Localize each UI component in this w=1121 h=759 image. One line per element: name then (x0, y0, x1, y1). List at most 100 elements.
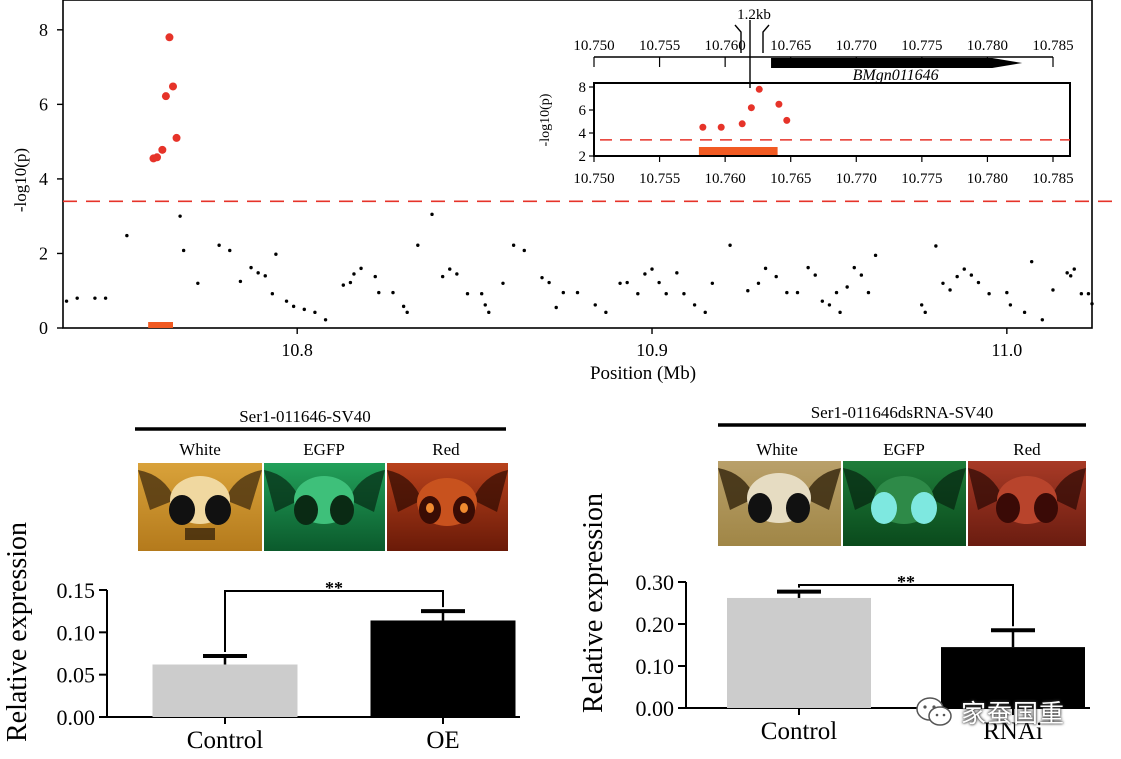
snp-point (196, 281, 200, 285)
snp-point (643, 272, 647, 276)
significant-snp-point (153, 153, 162, 162)
y-tick-label: 0 (39, 318, 48, 338)
inset-background (545, 5, 1085, 190)
snp-point (604, 310, 608, 315)
y-tick-label: 8 (39, 20, 48, 40)
snp-point (1090, 302, 1094, 306)
wechat-icon (916, 697, 952, 726)
snp-point (352, 272, 356, 276)
inset-x-tick-label: 10.780 (967, 171, 1008, 187)
snp-point (1086, 292, 1091, 296)
inset-significant-point (783, 116, 791, 124)
inset-frame (593, 82, 1071, 157)
snp-point (373, 274, 377, 279)
significance-bracket (798, 584, 1014, 627)
y-tick-label: 6 (39, 94, 48, 114)
x-tick-label: Control (187, 727, 263, 754)
snp-point (238, 279, 243, 284)
inset-top-tick-label: 10.780 (967, 38, 1008, 54)
snp-point (728, 243, 732, 247)
y-tick-label: 0.10 (636, 654, 675, 679)
snp-point (377, 290, 381, 295)
watermark-label: 家蚕国重 (961, 699, 1066, 728)
snp-point (806, 265, 810, 270)
snp-point (256, 271, 260, 275)
manhattan-points (64, 33, 1094, 322)
main-y-label: -log10(p) (11, 148, 30, 212)
snp-point (501, 281, 505, 285)
inset-significant-point (747, 104, 755, 112)
snp-point (93, 296, 97, 300)
snp-point (341, 283, 346, 287)
main-y-axis: 0 2 4 6 8 (39, 20, 63, 338)
snp-point (270, 292, 275, 296)
snp-point (813, 273, 817, 277)
moth-photo-white-oe (138, 463, 262, 551)
x-tick-label: 11.0 (991, 340, 1022, 360)
snp-point (1008, 303, 1013, 307)
manhattan-plot: 0 2 4 6 8 10.8 10.9 11.0 -log10(p) Position (M… (11, 0, 1121, 384)
snp-point (785, 290, 789, 295)
main-x-axis: 10.8 10.9 11.0 (281, 328, 1022, 360)
x-tick-label: OE (426, 727, 459, 754)
inset-top-tick-label: 10.750 (573, 38, 614, 54)
snp-point (401, 304, 406, 309)
snp-point (274, 252, 278, 256)
snp-point (448, 267, 452, 271)
snp-point (827, 303, 832, 307)
snp-point (554, 305, 558, 310)
snp-point (873, 253, 878, 258)
snp-point (955, 274, 959, 279)
snp-point (976, 280, 981, 285)
inset-top-tick-label: 10.765 (770, 38, 811, 54)
snp-point (820, 299, 825, 303)
snp-point (430, 212, 434, 217)
y-label-oe: Relative expression (2, 522, 33, 742)
y-tick-label: 0.00 (57, 705, 96, 730)
snp-point (284, 299, 289, 303)
inset-top-tick-label: 10.785 (1032, 38, 1073, 54)
snp-point (291, 304, 296, 309)
bar-control (152, 664, 298, 717)
snp-point (625, 280, 629, 285)
region-size-label: 1.2kb (737, 7, 771, 23)
snp-point (866, 290, 871, 295)
region-bracket (734, 24, 770, 53)
x-tick-label: Control (761, 718, 837, 745)
inset-significant-point (717, 123, 725, 131)
snp-point (941, 281, 945, 285)
y-label-rnai: Relative expression (578, 493, 609, 713)
snp-point (1079, 292, 1084, 296)
snp-point (440, 274, 445, 279)
snp-point (962, 267, 966, 271)
photo-label-egfp-oe: EGFP (303, 440, 345, 459)
inset-top-tick-label: 10.775 (901, 38, 942, 54)
snp-point (934, 244, 938, 248)
snp-point (795, 290, 800, 295)
snp-point (302, 307, 306, 312)
moth-photo-egfp-oe (264, 463, 385, 551)
photo-label-white-oe: White (179, 440, 221, 459)
snp-point (650, 267, 654, 271)
snp-point (710, 281, 715, 285)
snp-point (923, 310, 927, 315)
inset-x-tick-label: 10.755 (639, 171, 680, 187)
snp-point (657, 280, 661, 285)
photo-label-red-oe: Red (432, 440, 460, 459)
snp-point (948, 288, 952, 292)
moth-photo-red-oe (387, 463, 508, 551)
snp-point (675, 271, 679, 275)
snp-point (217, 243, 221, 247)
inset-significant-point (755, 85, 763, 93)
inset-x-tick-label: 10.765 (770, 171, 811, 187)
inset-top-ticks: 10.750 10.755 10.760 10.765 10.770 10.775 10.7… (573, 38, 1074, 67)
snp-point (664, 292, 668, 296)
snp-point (834, 290, 839, 295)
snp-point (703, 310, 707, 315)
inset-y-tick-label: 2 (579, 149, 587, 165)
snp-point (64, 299, 69, 303)
overexpression-panel: Ser1-011646-SV40 White EGFP Red (2, 407, 520, 754)
snp-point (852, 265, 856, 270)
bar-control (727, 597, 871, 708)
inset-y-tick-label: 4 (579, 126, 587, 142)
